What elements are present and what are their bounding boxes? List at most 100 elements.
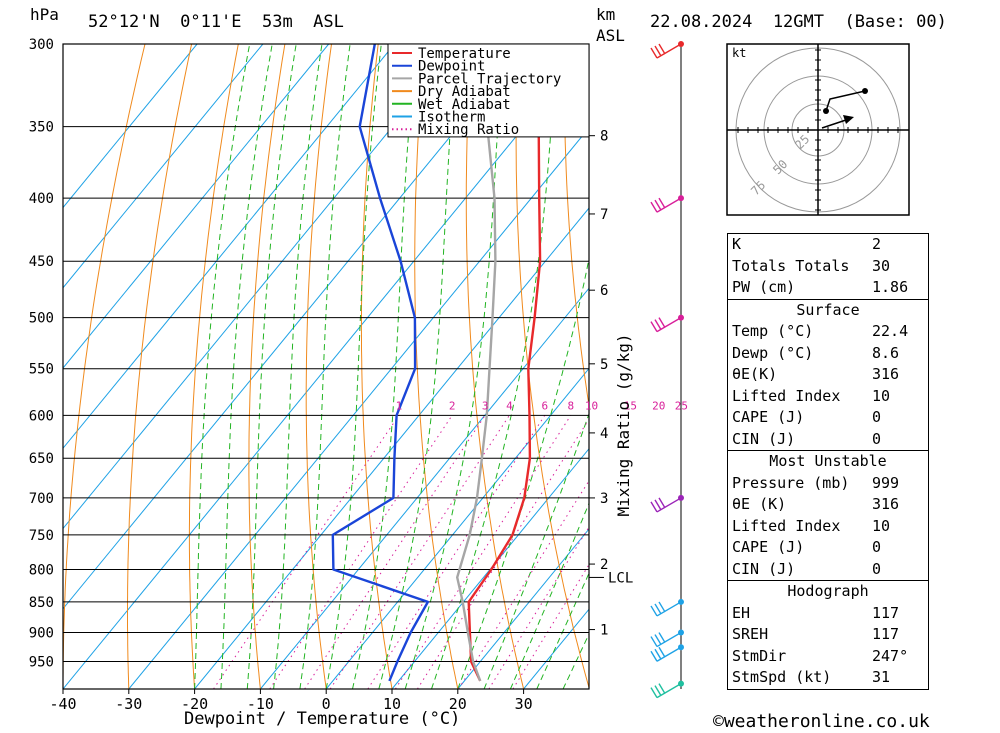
- wind-barb-flag: [650, 47, 658, 59]
- legend-entry: Isotherm: [418, 110, 485, 126]
- isotherm-line: [391, 447, 589, 689]
- wind-barb-flag: [650, 501, 658, 513]
- wind-barb-flag: [654, 685, 662, 696]
- chart-axes: 3003504004505005506006507007508008509009…: [29, 37, 634, 713]
- hodograph-point: [862, 88, 868, 94]
- wind-barb-flag: [658, 632, 666, 643]
- mixing-ratio-label: 20: [652, 399, 665, 412]
- wet-adiabat-line: [509, 502, 589, 689]
- wind-barb-flag: [654, 648, 662, 660]
- mixing-ratio-label: 1: [396, 399, 403, 412]
- x-tick-label: -40: [49, 695, 76, 713]
- x-tick-label: 30: [515, 695, 533, 713]
- wet-adiabat-line: [220, 44, 273, 689]
- mixing-ratio-line: [329, 415, 510, 689]
- isotherm-line: [260, 287, 589, 689]
- isotherm-line: [194, 207, 589, 689]
- legend-entry: Dewpoint: [418, 59, 485, 75]
- height-tick-label: 6: [600, 283, 608, 299]
- legend-entry: Temperature: [418, 46, 511, 62]
- x-tick-label: -20: [181, 695, 208, 713]
- most-unstable-row: θE (K) 316: [732, 495, 900, 513]
- wind-barb-flag: [650, 687, 658, 698]
- storm-motion-arrowhead: [843, 115, 854, 124]
- legend-entry: Dry Adiabat: [418, 84, 511, 100]
- mixing-ratio-label: 6: [541, 399, 548, 412]
- most-unstable-row: CAPE (J) 0: [732, 538, 882, 556]
- isotherm-line: [63, 44, 395, 450]
- wind-barb-flag: [650, 605, 658, 617]
- pressure-tick-label: 950: [29, 655, 54, 671]
- height-tick-label: 4: [600, 426, 608, 442]
- wind-barb-flag: [658, 317, 666, 329]
- dry-adiabat-line: [414, 44, 459, 689]
- pressure-tick-label: 300: [29, 37, 54, 53]
- index-row: Totals Totals 30: [732, 256, 891, 275]
- wind-barb-flag: [654, 603, 662, 615]
- pressure-gridlines: [63, 43, 589, 663]
- dry-adiabat-line: [563, 44, 589, 409]
- mixing-ratio-line: [367, 415, 546, 689]
- series-line-temperature: [467, 44, 542, 682]
- mixing-ratio-lines: [213, 415, 589, 689]
- surface-title: Surface: [796, 300, 860, 319]
- isotherm-line: [325, 367, 589, 689]
- mixing-ratio-label: 2: [449, 399, 456, 412]
- surface-row: CIN (J) 0: [732, 429, 882, 448]
- mixing-ratio-label: 15: [624, 399, 637, 412]
- isotherm-line: [63, 44, 264, 289]
- isotherm-line: [128, 126, 589, 689]
- legend-box: [387, 43, 590, 138]
- storm-motion-arrow: [821, 119, 847, 129]
- wind-barb-flag: [654, 45, 662, 57]
- isotherm-line: [63, 44, 330, 369]
- most-unstable-row: Pressure (mb) 999: [732, 473, 900, 492]
- legend-entry: Mixing Ratio: [418, 122, 519, 138]
- pressure-tick-label: 850: [29, 595, 54, 611]
- hodograph-unit: kt: [732, 46, 746, 60]
- pressure-tick-label: 450: [29, 254, 54, 270]
- wet-adiabat-line: [194, 44, 251, 689]
- height-tick-label: 1: [600, 623, 608, 639]
- wind-barb-flag: [658, 646, 666, 658]
- legend-entry: Parcel Trajectory: [418, 71, 561, 87]
- x-tick-label: -10: [247, 695, 274, 713]
- isotherm-line: [63, 44, 527, 610]
- pressure-tick-label: 900: [29, 626, 54, 642]
- height-tick-label: 7: [600, 207, 608, 223]
- isotherm-line: [63, 44, 461, 530]
- pressure-tick-label: 500: [29, 311, 54, 327]
- height-unit-label-asl: ASL: [596, 26, 625, 45]
- dry-adiabat-line: [63, 44, 146, 689]
- wet-adiabat-line: [246, 44, 297, 689]
- x-tick-label: 10: [383, 695, 401, 713]
- station-location: 52°12'N 0°11'E 53m ASL: [88, 12, 344, 32]
- x-axis-label: Dewpoint / Temperature (°C): [184, 709, 461, 729]
- lcl-label: LCL: [608, 570, 633, 586]
- dry-adiabat-line: [188, 44, 239, 689]
- pressure-tick-label: 750: [29, 528, 54, 544]
- pressure-unit-label: hPa: [30, 5, 59, 24]
- dry-adiabat-line: [127, 44, 193, 689]
- height-tick-label: 8: [600, 129, 608, 145]
- wind-barb-flag: [650, 201, 658, 213]
- legend-entry: Wet Adiabat: [418, 97, 511, 113]
- pressure-tick-label: 350: [29, 120, 54, 136]
- dry-adiabat-line: [360, 44, 393, 689]
- wind-barb-flag: [654, 499, 662, 511]
- x-tick-label: 0: [322, 695, 331, 713]
- height-tick-label: 2: [600, 557, 608, 573]
- hodograph-point: [823, 108, 829, 114]
- wind-barbs: [650, 41, 684, 699]
- dry-adiabat-line: [938, 44, 1000, 689]
- wind-barb-flag: [658, 683, 666, 694]
- x-tick-label: -30: [115, 695, 142, 713]
- isotherm-line: [63, 46, 589, 689]
- wet-adiabat-line: [483, 412, 589, 689]
- pressure-tick-label: 550: [29, 362, 54, 378]
- index-row: PW (cm) 1.86: [732, 278, 909, 296]
- hodograph-row: StmDir 247°: [732, 646, 909, 665]
- wind-barb-flag: [658, 197, 666, 209]
